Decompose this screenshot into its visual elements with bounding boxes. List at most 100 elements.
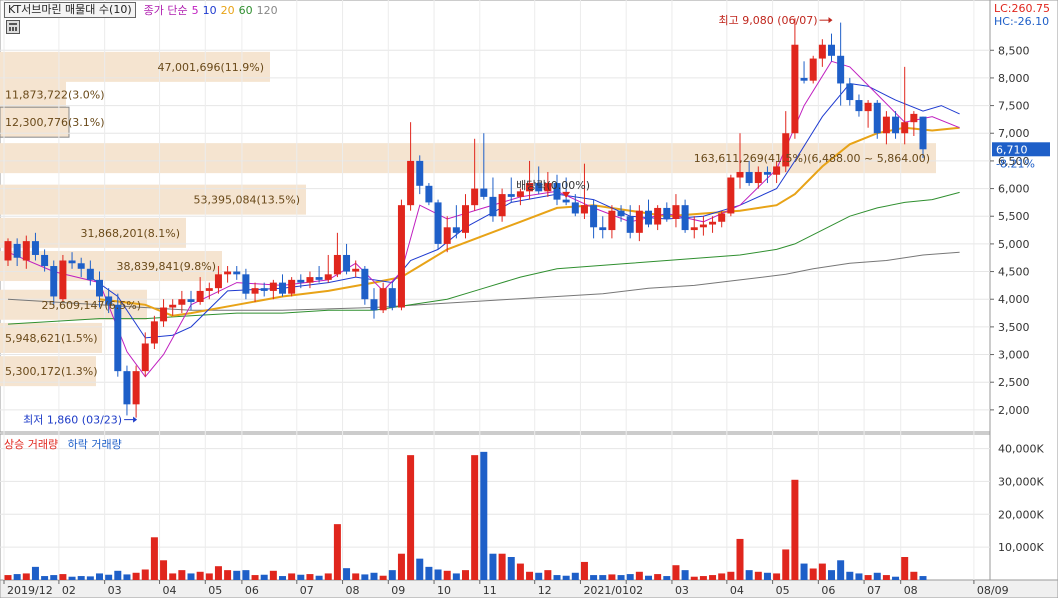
candle-body[interactable] bbox=[333, 254, 341, 275]
volume-profile-bar[interactable] bbox=[0, 79, 66, 110]
candle-body[interactable] bbox=[672, 205, 680, 219]
volume-bar[interactable] bbox=[718, 573, 726, 580]
volume-bar[interactable] bbox=[343, 568, 351, 580]
candle-body[interactable] bbox=[379, 288, 387, 311]
ma-period-20[interactable]: 20 bbox=[220, 3, 235, 17]
candle-body[interactable] bbox=[160, 307, 168, 322]
volume-bar[interactable] bbox=[864, 575, 872, 580]
volume-bar[interactable] bbox=[901, 557, 909, 580]
volume-bar[interactable] bbox=[580, 561, 588, 580]
volume-bar[interactable] bbox=[553, 575, 561, 580]
volume-bar[interactable] bbox=[196, 571, 204, 580]
volume-bar[interactable] bbox=[837, 560, 845, 580]
volume-profile-bar[interactable] bbox=[0, 217, 186, 248]
candle-body[interactable] bbox=[388, 288, 396, 308]
candle-body[interactable] bbox=[617, 210, 625, 217]
volume-bar[interactable] bbox=[59, 574, 67, 580]
volume-bar[interactable] bbox=[4, 575, 12, 580]
volume-bar[interactable] bbox=[388, 570, 396, 580]
volume-bar[interactable] bbox=[818, 563, 826, 580]
candle-body[interactable] bbox=[526, 183, 534, 192]
candle-body[interactable] bbox=[141, 343, 149, 372]
volume-bar[interactable] bbox=[828, 570, 835, 580]
calculator-icon[interactable] bbox=[6, 20, 20, 34]
candle-body[interactable] bbox=[553, 183, 561, 200]
volume-bar[interactable] bbox=[480, 451, 488, 580]
volume-profile-bar[interactable] bbox=[0, 289, 147, 320]
moving-average-ma120[interactable] bbox=[7, 251, 960, 311]
volume-bar[interactable] bbox=[425, 566, 433, 580]
volume-bar[interactable] bbox=[407, 455, 415, 580]
candle-body[interactable] bbox=[13, 243, 21, 258]
volume-bar[interactable] bbox=[13, 574, 21, 580]
candle-body[interactable] bbox=[690, 227, 698, 231]
volume-bar[interactable] bbox=[443, 570, 451, 580]
candle-body[interactable] bbox=[96, 279, 103, 297]
candle-body[interactable] bbox=[288, 279, 296, 294]
candle-body[interactable] bbox=[535, 183, 543, 192]
candle-body[interactable] bbox=[132, 371, 140, 405]
candle-body[interactable] bbox=[873, 102, 881, 134]
volume-bar[interactable] bbox=[462, 570, 469, 580]
volume-bar[interactable] bbox=[855, 573, 863, 580]
candle-body[interactable] bbox=[663, 207, 671, 219]
candle-body[interactable] bbox=[233, 271, 241, 275]
candle-body[interactable] bbox=[178, 299, 186, 305]
volume-bar[interactable] bbox=[544, 570, 552, 580]
candle-body[interactable] bbox=[516, 191, 524, 197]
volume-bar[interactable] bbox=[846, 571, 854, 580]
volume-bar[interactable] bbox=[608, 574, 616, 580]
volume-bar[interactable] bbox=[919, 576, 927, 580]
candle-body[interactable] bbox=[269, 282, 277, 291]
volume-bar[interactable] bbox=[763, 572, 771, 580]
volume-bar[interactable] bbox=[782, 549, 790, 580]
volume-bar[interactable] bbox=[150, 537, 158, 580]
candle-body[interactable] bbox=[150, 321, 158, 344]
volume-bar[interactable] bbox=[809, 568, 817, 581]
volume-bar[interactable] bbox=[599, 575, 607, 580]
volume-bar[interactable] bbox=[114, 570, 122, 580]
volume-bar[interactable] bbox=[86, 576, 94, 580]
candle-body[interactable] bbox=[791, 44, 799, 134]
candle-body[interactable] bbox=[910, 113, 918, 123]
volume-bar[interactable] bbox=[397, 553, 405, 580]
candle-body[interactable] bbox=[279, 282, 286, 294]
volume-bar[interactable] bbox=[727, 571, 735, 580]
candle-body[interactable] bbox=[773, 166, 781, 175]
candle-body[interactable] bbox=[507, 194, 515, 197]
volume-bar[interactable] bbox=[141, 569, 149, 580]
candle-body[interactable] bbox=[214, 274, 222, 289]
candle-body[interactable] bbox=[416, 160, 424, 186]
candle-body[interactable] bbox=[205, 288, 213, 291]
volume-bar[interactable] bbox=[791, 479, 799, 580]
volume-bar[interactable] bbox=[105, 574, 113, 580]
volume-bar[interactable] bbox=[22, 573, 30, 580]
volume-bar[interactable] bbox=[178, 570, 186, 580]
candle-body[interactable] bbox=[882, 116, 890, 134]
ma-period-60[interactable]: 60 bbox=[238, 3, 253, 17]
candle-body[interactable] bbox=[324, 274, 332, 280]
candle-body[interactable] bbox=[169, 304, 177, 308]
candle-body[interactable] bbox=[736, 171, 744, 178]
volume-bar[interactable] bbox=[526, 571, 534, 580]
volume-bar[interactable] bbox=[251, 575, 259, 580]
volume-bar[interactable] bbox=[516, 563, 524, 580]
volume-bar[interactable] bbox=[132, 572, 140, 580]
candle-body[interactable] bbox=[763, 171, 771, 175]
candle-body[interactable] bbox=[645, 210, 652, 225]
volume-bar[interactable] bbox=[471, 455, 479, 580]
volume-bar[interactable] bbox=[352, 573, 360, 580]
volume-bar[interactable] bbox=[324, 573, 332, 580]
candle-body[interactable] bbox=[22, 241, 30, 261]
volume-profile-bar[interactable] bbox=[0, 106, 70, 138]
volume-bar[interactable] bbox=[315, 575, 323, 580]
candle-body[interactable] bbox=[224, 271, 232, 275]
volume-profile-bar[interactable] bbox=[0, 184, 306, 215]
volume-bar[interactable] bbox=[571, 572, 579, 580]
candle-body[interactable] bbox=[544, 183, 552, 192]
volume-bar[interactable] bbox=[77, 576, 85, 580]
volume-profile-bar[interactable] bbox=[0, 356, 96, 387]
candle-body[interactable] bbox=[718, 213, 726, 222]
volume-bar[interactable] bbox=[663, 576, 671, 580]
volume-bar[interactable] bbox=[370, 572, 378, 580]
